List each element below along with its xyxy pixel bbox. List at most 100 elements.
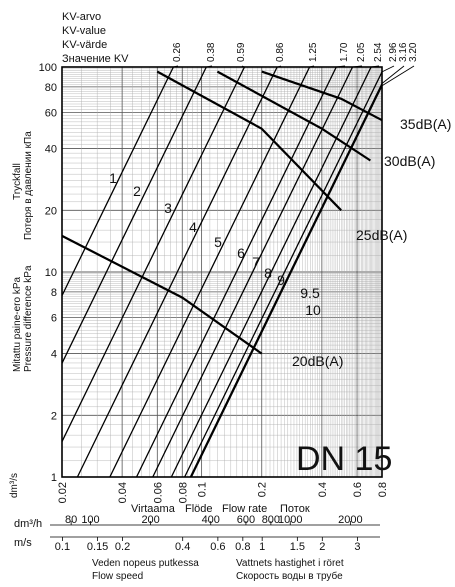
series-number-label: 1 [109, 170, 117, 186]
kv-line-9 [184, 71, 383, 478]
noise-curve-label: 20dB(A) [292, 353, 343, 369]
kv-line-7 [152, 66, 354, 478]
kv-value-label: 3.20 [408, 42, 419, 62]
kv-line-8 [170, 66, 372, 478]
dm3h-tick-label: 1000 [278, 514, 302, 526]
chart-title: DN 15 [296, 440, 392, 478]
flow-label-3: Flow rate [222, 503, 267, 515]
kv-header-3: KV-värde [62, 39, 107, 51]
kv-header-2: KV-value [62, 25, 106, 37]
ms-tick-label: 0.8 [235, 541, 250, 553]
series-number-label: 10 [305, 302, 321, 318]
ms-tick-label: 0.2 [115, 541, 130, 553]
series-lines [61, 65, 415, 478]
flow-label-4: Поток [280, 503, 310, 515]
noise-curve-2 [216, 70, 372, 162]
kv-line-1 [61, 66, 174, 296]
y-label-right-1: Mitattu paine-ero kPa [12, 277, 23, 372]
noise-curves [61, 70, 383, 355]
ms-tick-label: 3 [354, 541, 360, 553]
x-unit-dm3s: dm³/s [9, 473, 20, 498]
speed-label-2: Flow speed [92, 571, 143, 582]
y-label-right-2: Pressure difference kPa [23, 265, 34, 372]
y-label-left-1: Tryckfall [12, 163, 23, 200]
y-tick-label: 4 [51, 349, 57, 361]
series-number-label: 8 [264, 265, 272, 281]
x-tick-label: 0.02 [57, 482, 69, 503]
speed-label-1: Veden nopeus putkessa [92, 558, 199, 569]
dm3h-unit: dm³/h [14, 518, 42, 530]
noise-curve-0 [61, 234, 263, 355]
ms-tick-label: 1 [259, 541, 265, 553]
y-tick-label: 60 [45, 107, 57, 119]
kv-value-label: 2.05 [356, 42, 367, 62]
ms-unit: m/s [14, 537, 32, 549]
kv-value-label: 2.96 [388, 42, 399, 62]
kv-value-label: 0.59 [236, 42, 247, 62]
x-tick-label: 0.6 [352, 482, 364, 497]
y-tick-label: 8 [51, 287, 57, 299]
kv-value-label: 2.54 [373, 42, 384, 62]
y-tick-label: 20 [45, 205, 57, 217]
series-number-label: 2 [133, 183, 141, 199]
y-tick-label: 2 [51, 410, 57, 422]
noise-curve-label: 30dB(A) [384, 153, 435, 169]
kv-value-label: 0.26 [172, 42, 183, 62]
x-tick-label: 0.04 [117, 482, 129, 503]
y-tick-label: 40 [45, 144, 57, 156]
dm3h-tick-label: 400 [202, 514, 220, 526]
series-number-label: 6 [237, 245, 245, 261]
kv-value-label: 1.70 [339, 42, 350, 62]
y-tick-label: 6 [51, 312, 57, 324]
speed-label-3: Vattnets hastighet i röret [236, 558, 344, 569]
x-tick-label: 0.2 [257, 482, 269, 497]
kv-value-label: 0.38 [206, 42, 217, 62]
y-tick-label: 1 [51, 472, 57, 484]
noise-curve-label: 35dB(A) [400, 116, 451, 132]
x-tick-label: 0.06 [152, 482, 164, 503]
ms-tick-label: 0.1 [55, 541, 70, 553]
kv-header-1: KV-arvo [62, 11, 101, 23]
kv-line-10 [190, 85, 383, 478]
series-number-label: 3 [164, 200, 172, 216]
y-tick-label: 10 [45, 267, 57, 279]
dm3h-tick-label: 600 [237, 514, 255, 526]
plot-frame [61, 66, 383, 478]
kv-value-label: 0.86 [275, 42, 286, 62]
dm3h-tick-label: 800 [262, 514, 280, 526]
dm3h-tick-label: 2000 [338, 514, 362, 526]
kv-line-9.5 [189, 83, 383, 478]
ms-tick-label: 0.15 [87, 541, 108, 553]
series-number-label: 4 [189, 219, 197, 235]
dm3h-tick-label: 200 [141, 514, 159, 526]
ms-tick-label: 2 [319, 541, 325, 553]
kv-leader-10 [381, 65, 415, 87]
kv-value-label: 1.25 [308, 42, 319, 62]
kv-line-3 [61, 66, 246, 442]
dm3h-tick-label: 80 [65, 514, 77, 526]
flow-label-2: Flöde [185, 503, 213, 515]
series-number-label: 5 [214, 234, 222, 250]
kv-leader-9 [381, 65, 395, 73]
ms-tick-label: 0.6 [210, 541, 225, 553]
noise-curve-1 [156, 70, 342, 212]
y-tick-label: 100 [39, 62, 57, 74]
series-number-label: 9.5 [300, 285, 320, 301]
kv-leader-9.5 [381, 65, 405, 84]
series-number-label: 9 [277, 272, 285, 288]
series-number-label: 7 [252, 254, 260, 270]
x-tick-label: 0.1 [197, 482, 209, 497]
y-label-left-2: Потеря в давлении кПа [23, 131, 34, 240]
x-tick-label: 0.8 [377, 482, 389, 497]
kv-line-5 [109, 66, 311, 478]
noise-curve-label: 25dB(A) [356, 227, 407, 243]
ms-tick-label: 1.5 [290, 541, 305, 553]
kv-line-4 [76, 66, 278, 478]
x-tick-label: 0.4 [317, 482, 329, 497]
dm3h-tick-label: 100 [81, 514, 99, 526]
kv-line-2 [61, 66, 207, 364]
grid [61, 66, 383, 478]
ms-tick-label: 0.4 [175, 541, 190, 553]
